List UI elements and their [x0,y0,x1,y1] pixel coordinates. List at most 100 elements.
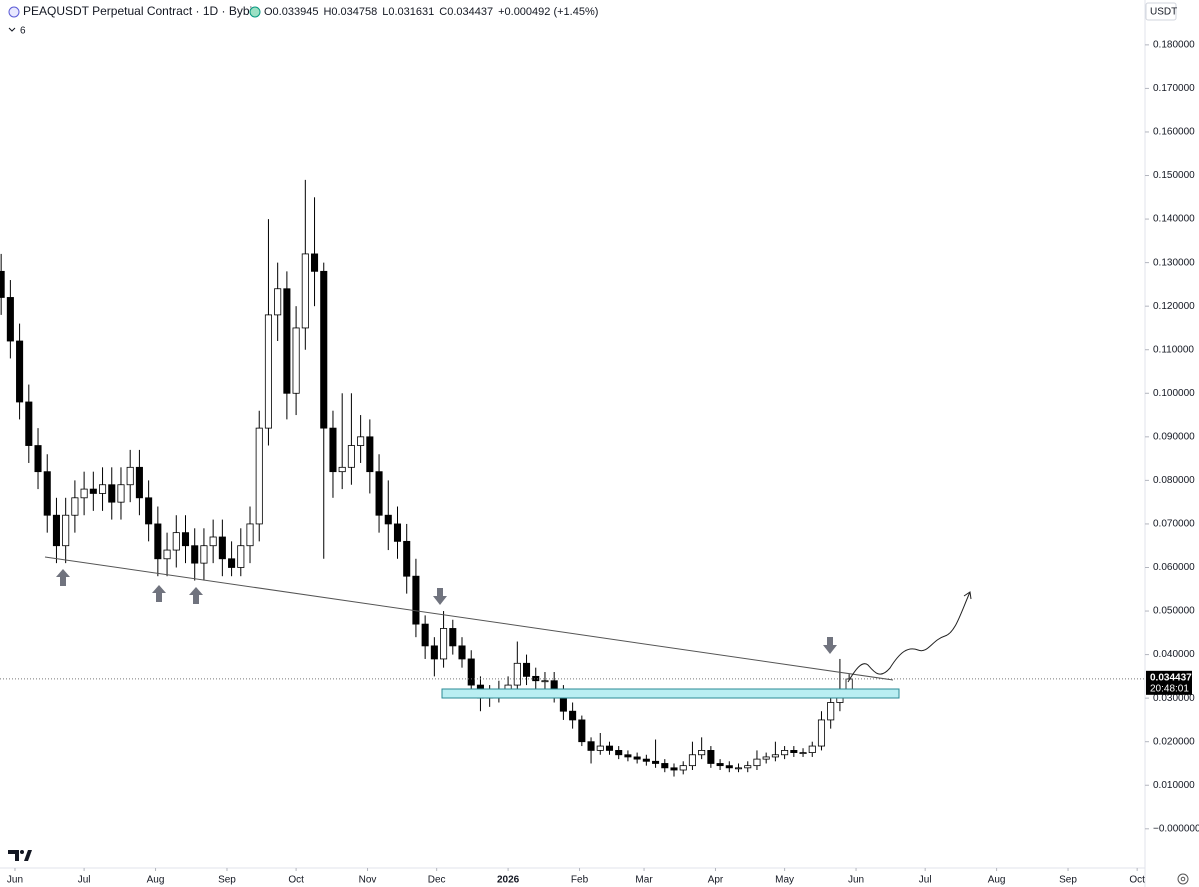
down-arrow [823,637,837,654]
candle-body [172,532,180,551]
status-dot [249,6,261,18]
indicator-toggle[interactable] [8,27,16,32]
candle-body [781,750,789,756]
candle-body [513,662,521,686]
logo-part [8,850,19,861]
candle-body [329,427,337,473]
candle-body [532,675,540,682]
candle-body [688,754,696,767]
settings-button[interactable] [1177,873,1189,885]
y-tick-label: −0.000000 [1153,823,1199,834]
y-tick-label: 0.150000 [1153,170,1195,181]
last-price-label: 0.034437 [1150,672,1192,683]
candle-body [762,756,770,760]
candle-body [218,536,226,560]
candle-body [6,297,14,342]
y-tick-label: 0.100000 [1153,388,1195,399]
candle-body [99,484,107,494]
candle-body [790,750,798,753]
candle-body [633,756,641,760]
y-tick-label: 0.030000 [1153,693,1195,704]
indicator-count[interactable]: 6 [20,26,26,37]
countdown-label: 20:48:01 [1150,683,1189,694]
candle-body [393,523,402,542]
price-axis: 0.180000 0.170000 0.160000 0.150000 0.140000… [7,39,1199,885]
candle-body [62,514,70,547]
candle-body [421,623,429,647]
candle-body [808,745,816,753]
candle-body [191,545,199,564]
y-tick-label: 0.080000 [1153,475,1195,486]
candle-body [578,719,586,743]
y-tick-label: 0.180000 [1153,39,1195,50]
candle-body [430,645,438,660]
y-tick-label: 0.110000 [1153,344,1194,355]
candle-body [366,436,374,473]
projection-path [847,591,972,683]
support-zone [441,688,900,699]
candle-body [449,628,457,647]
candle-body [163,549,171,560]
x-tick-label: 2026 [497,875,520,886]
candle-body [200,545,208,564]
candle-body [624,754,632,758]
y-tick-label: 0.040000 [1153,649,1195,660]
symbol-icon [8,6,20,18]
candle-body [522,662,531,677]
y-tick-label: 0.120000 [1153,301,1195,312]
plot-area [0,179,1145,777]
x-tick-label: Nov [359,875,377,886]
candle-body [403,540,411,577]
candle-body [827,702,835,721]
currency-box[interactable] [1145,2,1177,21]
legend-value: +0.000492 (+1.45%) [498,6,598,18]
candle-body [283,288,291,394]
candle-body [292,327,300,394]
candle-body [799,752,807,754]
candle-body [698,750,706,756]
candle-body [126,466,134,486]
candle-body [569,710,577,721]
candle-body [209,536,217,547]
candle-body [89,488,97,494]
y-tick-label: 0.060000 [1153,562,1195,573]
up-arrow [189,587,203,604]
x-tick-label: May [775,875,794,886]
x-tick-label: Mar [635,875,653,886]
candle-body [661,763,669,769]
last-price-box [1146,670,1192,695]
settings-button-core[interactable] [1180,876,1186,882]
y-tick-label: 0.070000 [1153,519,1195,530]
y-tick-label: 0.140000 [1153,214,1195,225]
legend-value: L0.031631 [382,6,434,18]
logo-part [24,850,32,861]
x-tick-label: Feb [571,875,589,886]
candle-body [228,558,236,568]
up-arrow [56,569,70,586]
up-arrow [152,585,166,602]
candle-body [707,750,715,764]
candle-body [25,401,33,446]
candle-body [642,758,650,762]
candle-body [311,253,319,272]
candle-body [670,767,678,771]
candle-body [135,466,143,499]
candle-body [605,745,614,751]
candle-body [34,445,42,473]
x-tick-label: Jun [848,875,864,886]
logo-part [20,850,24,854]
candle-body [587,741,595,751]
x-tick-label: Oct [1129,875,1145,886]
down-arrow [433,588,447,605]
candle-body [753,758,761,767]
candle-body [440,628,448,660]
candle-body [412,575,420,625]
currency-label[interactable]: USDT [1150,7,1177,18]
x-tick-label: Jul [78,875,91,886]
y-tick-label: 0.050000 [1153,606,1195,617]
y-tick-label: 0.010000 [1153,780,1195,791]
candle-body [541,680,549,683]
candle-body [52,514,60,547]
candle-body [744,765,752,769]
